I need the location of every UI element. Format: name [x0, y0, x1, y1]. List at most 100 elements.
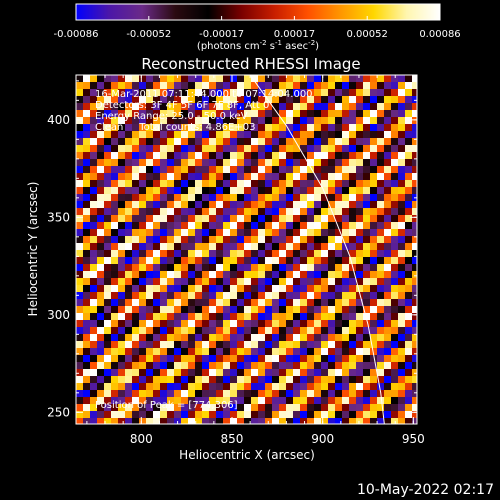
heatmap-cell: [244, 180, 252, 188]
heatmap-cell: [370, 348, 378, 356]
heatmap-cell: [272, 180, 280, 188]
heatmap-cell: [230, 103, 238, 111]
heatmap-cell: [132, 341, 140, 349]
heatmap-cell: [160, 362, 168, 370]
heatmap-cell: [258, 138, 266, 146]
heatmap-cell: [412, 229, 417, 237]
heatmap-cell: [335, 208, 343, 216]
heatmap-cell: [314, 131, 322, 139]
heatmap-cell: [97, 390, 105, 398]
heatmap-cell: [139, 271, 147, 279]
heatmap-cell: [384, 285, 392, 293]
heatmap-cell: [405, 341, 413, 349]
heatmap-cell: [132, 201, 140, 209]
heatmap-cell: [384, 180, 392, 188]
heatmap-cell: [132, 369, 140, 377]
y-tick-label: 300: [47, 308, 70, 322]
heatmap-cell: [90, 222, 98, 230]
heatmap-cell: [342, 75, 350, 83]
heatmap-cell: [265, 404, 273, 412]
heatmap-cell: [202, 138, 210, 146]
heatmap-cell: [272, 404, 280, 412]
heatmap-cell: [118, 257, 126, 265]
heatmap-cell: [174, 75, 182, 83]
heatmap-cell: [251, 152, 259, 160]
heatmap-cell: [321, 376, 329, 384]
heatmap-cell: [300, 222, 308, 230]
heatmap-cell: [265, 334, 273, 342]
heatmap-cell: [412, 89, 417, 97]
heatmap-cell: [279, 103, 287, 111]
heatmap-cell: [272, 152, 280, 160]
heatmap-cell: [104, 264, 112, 272]
heatmap-cell: [272, 201, 280, 209]
heatmap-cell: [258, 75, 266, 83]
heatmap-cell: [223, 201, 231, 209]
heatmap-cell: [349, 278, 357, 286]
heatmap-cell: [139, 418, 147, 424]
heatmap-cell: [97, 215, 105, 223]
heatmap-cell: [363, 404, 371, 412]
heatmap-cell: [293, 313, 301, 321]
heatmap-cell: [314, 397, 322, 405]
heatmap-cell: [125, 110, 133, 118]
heatmap-cell: [349, 404, 357, 412]
heatmap-cell: [223, 320, 231, 328]
heatmap-cell: [216, 320, 224, 328]
heatmap-cell: [146, 383, 154, 391]
heatmap-cell: [258, 124, 266, 132]
heatmap-cell: [272, 117, 280, 125]
heatmap-cell: [391, 355, 399, 363]
heatmap-cell: [412, 152, 417, 160]
heatmap-cell: [279, 369, 287, 377]
heatmap-cell: [167, 369, 175, 377]
heatmap-cell: [237, 187, 245, 195]
heatmap-cell: [272, 334, 280, 342]
heatmap-cell: [90, 355, 98, 363]
heatmap-cell: [202, 383, 210, 391]
heatmap-cell: [300, 327, 308, 335]
heatmap-cell: [209, 180, 217, 188]
heatmap-cell: [104, 313, 112, 321]
heatmap-cell: [146, 215, 154, 223]
heatmap-cell: [125, 341, 133, 349]
heatmap-cell: [335, 166, 343, 174]
heatmap-cell: [342, 117, 350, 125]
heatmap-cell: [272, 257, 280, 265]
heatmap-cell: [370, 313, 378, 321]
heatmap-cell: [153, 348, 161, 356]
heatmap-cell: [111, 75, 119, 83]
heatmap-cell: [258, 187, 266, 195]
heatmap-cell: [139, 313, 147, 321]
heatmap-cell: [188, 292, 196, 300]
heatmap-cell: [237, 250, 245, 258]
heatmap-cell: [132, 355, 140, 363]
heatmap-cell: [272, 75, 280, 83]
heatmap-cell: [132, 236, 140, 244]
heatmap-cell: [314, 320, 322, 328]
heatmap-cell: [139, 327, 147, 335]
heatmap-cell: [356, 369, 364, 377]
heatmap-cell: [132, 138, 140, 146]
heatmap-cell: [405, 229, 413, 237]
heatmap-cell: [174, 159, 182, 167]
heatmap-cell: [356, 299, 364, 307]
heatmap-cell: [328, 222, 336, 230]
heatmap-cell: [97, 131, 105, 139]
plot-frame: [75, 74, 418, 425]
heatmap-cell: [272, 411, 280, 419]
heatmap-cell: [153, 264, 161, 272]
heatmap-cell: [111, 124, 119, 132]
heatmap-cell: [237, 180, 245, 188]
heatmap-cell: [377, 383, 385, 391]
heatmap-cell: [146, 390, 154, 398]
heatmap-cell: [293, 404, 301, 412]
heatmap-cell: [223, 131, 231, 139]
heatmap-cell: [384, 264, 392, 272]
heatmap-cell: [363, 243, 371, 251]
heatmap-cell: [370, 341, 378, 349]
heatmap-cell: [321, 215, 329, 223]
heatmap-cell: [209, 271, 217, 279]
heatmap-cell: [328, 201, 336, 209]
heatmap-cell: [146, 355, 154, 363]
